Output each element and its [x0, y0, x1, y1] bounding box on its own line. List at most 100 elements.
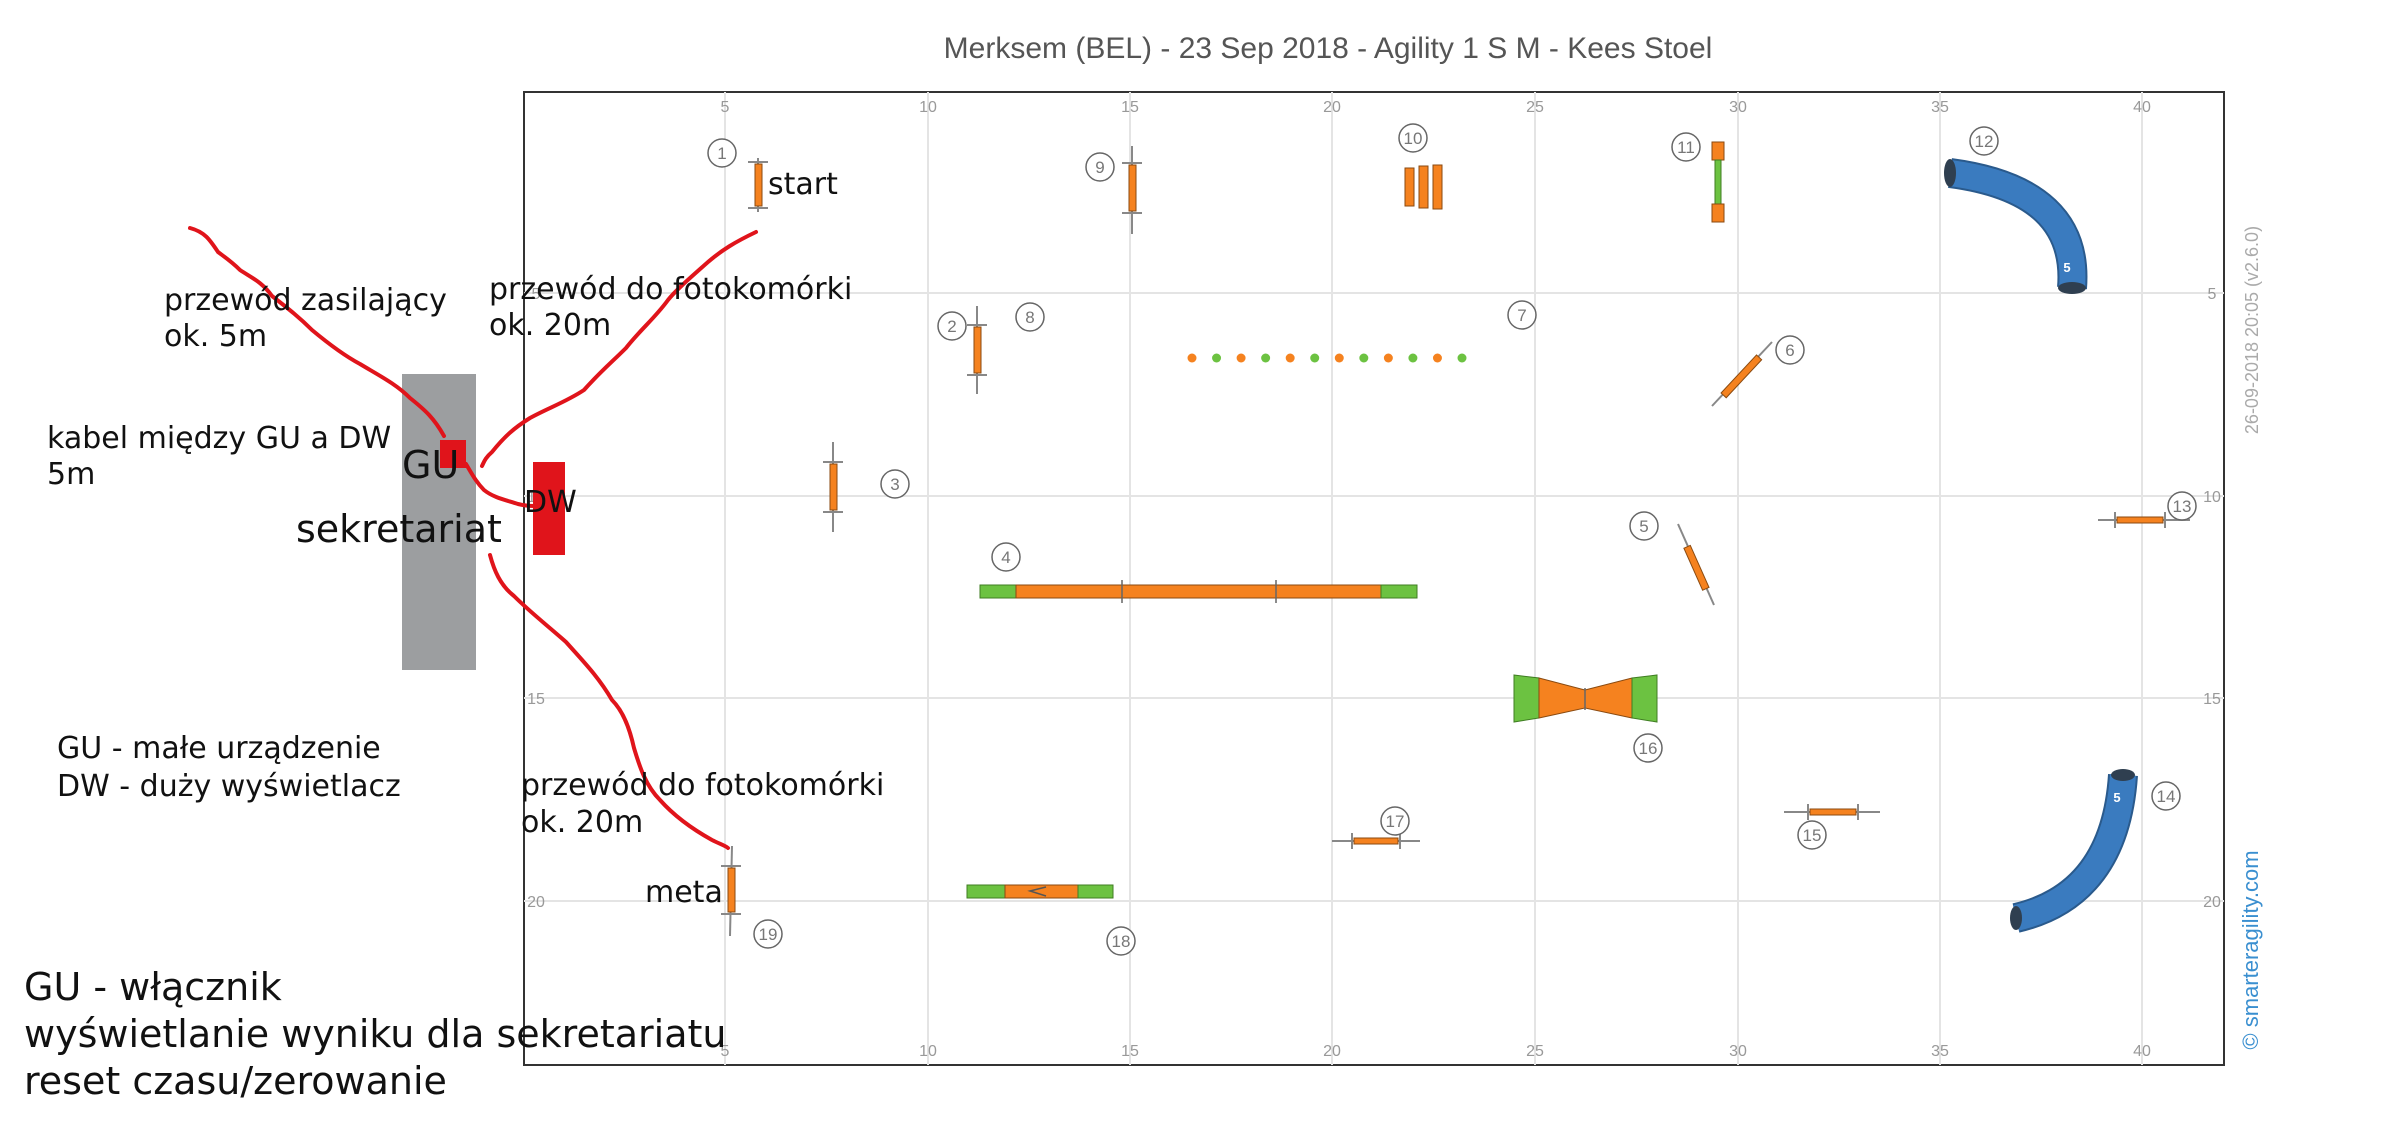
weave-pole: [1359, 353, 1369, 363]
credit-link[interactable]: © smarteragility.com: [2238, 850, 2263, 1049]
weave-pole: [1236, 353, 1246, 363]
number-marker-circle: [1797, 820, 1827, 850]
x-tick-top: 30: [1729, 99, 1747, 116]
x-tick-bottom: 15: [1121, 1043, 1139, 1060]
number-marker-circle: [1633, 733, 1663, 763]
x-tick-bottom: 35: [1931, 1043, 1949, 1060]
gu-label: GU: [402, 443, 459, 487]
obstacle-number: 9: [1095, 158, 1104, 177]
dw-display: [533, 462, 565, 555]
obstacle-number: 15: [1803, 826, 1822, 845]
obstacle-number: 6: [1785, 341, 1794, 360]
aframe-16: [1513, 674, 1658, 723]
y-tick-right: 10: [2203, 489, 2221, 506]
number-marker-circle: [1106, 926, 1136, 956]
jump-9: [1122, 146, 1142, 234]
obstacle-number: 4: [1001, 548, 1010, 567]
x-tick-top: 35: [1931, 99, 1949, 116]
x-tick-top: 25: [1526, 99, 1544, 116]
legend-gu: GU - małe urządzenie: [57, 731, 381, 766]
number-marker-circle: [1085, 152, 1115, 182]
jump-17: [1332, 833, 1420, 849]
notes-line-1: GU - włącznik: [24, 965, 282, 1009]
x-tick-bottom: 25: [1526, 1043, 1544, 1060]
notes-line-2: wyświetlanie wyniku dla sekretariatu: [24, 1012, 726, 1056]
obstacle-number: 2: [947, 317, 956, 336]
gu-dw-cable-label-2: 5m: [47, 457, 95, 492]
y-tick-right: 20: [2203, 894, 2221, 911]
weave-pole: [1285, 353, 1295, 363]
photocell-cable-bottom: [488, 553, 730, 850]
obstacle-number: 5: [1639, 517, 1648, 536]
weave-pole: [1212, 353, 1222, 363]
y-tick-right: 5: [2208, 286, 2217, 303]
obstacle-number: 11: [1677, 138, 1695, 157]
obstacle-number: 7: [1517, 306, 1526, 325]
number-marker-circle: [1507, 300, 1537, 330]
photocell-cable-1-label-2: ok. 20m: [489, 308, 611, 343]
jump-19: [721, 845, 741, 937]
number-marker-circle: [1775, 335, 1805, 365]
dogwalk-4: [979, 580, 1418, 603]
x-tick-bottom: 10: [919, 1043, 937, 1060]
legend-dw: DW - duży wyświetlacz: [57, 769, 401, 804]
number-marker-circle: [2151, 781, 2181, 811]
tunnel-14-length: 5: [2113, 790, 2120, 805]
number-marker-circle: [2167, 491, 2197, 521]
x-tick-top: 40: [2133, 99, 2151, 116]
weave-pole: [1261, 353, 1271, 363]
gu-device: [440, 440, 466, 468]
obstacle-number: 14: [2157, 787, 2176, 806]
x-tick-top: 5: [721, 99, 730, 116]
obstacle-number: 13: [2173, 497, 2192, 516]
weave-poles-7: [1187, 353, 1467, 363]
obstacle-number: 3: [890, 475, 899, 494]
version-stamp: 26-09-2018 20:05 (v2.6.0): [2242, 226, 2262, 434]
y-tick-left: 15: [527, 691, 545, 708]
jump-1: [748, 158, 768, 212]
dw-label: DW: [524, 485, 577, 520]
obstacle-number: 17: [1386, 812, 1405, 831]
number-marker-circle: [991, 542, 1021, 572]
number-marker-circle: [1629, 511, 1659, 541]
course-title: Merksem (BEL) - 23 Sep 2018 - Agility 1 …: [944, 32, 1713, 65]
weave-pole: [1408, 353, 1418, 363]
jump-6: [1711, 341, 1773, 407]
obstacle-number: 8: [1025, 308, 1034, 327]
number-marker-circle: [1398, 123, 1428, 153]
jump-2: [967, 306, 987, 394]
gu-dw-cable: [464, 462, 536, 508]
obstacle-number: 1: [717, 144, 726, 163]
number-marker-circle: [1015, 302, 1045, 332]
power-cable-label-1: przewód zasilający: [164, 283, 447, 318]
weave-pole: [1457, 353, 1467, 363]
x-tick-top: 10: [919, 99, 937, 116]
weave-pole: [1432, 353, 1442, 363]
photocell-cable-1-label-1: przewód do fotokomórki: [489, 272, 852, 307]
tunnel-14: 5: [2010, 769, 2138, 933]
y-tick-left: 5: [532, 286, 541, 303]
number-marker-circle: [753, 919, 783, 949]
power-cable-line: [188, 226, 446, 438]
x-tick-top: 15: [1121, 99, 1139, 116]
tunnel-12: 5: [1944, 158, 2088, 294]
secretariat-label: sekretariat: [296, 507, 502, 551]
start-label: start: [768, 167, 838, 202]
course-frame: [523, 91, 2225, 1066]
obstacle-number: 19: [759, 925, 778, 944]
y-tick-right: 15: [2203, 691, 2221, 708]
x-tick-bottom: 40: [2133, 1043, 2151, 1060]
number-marker-circle: [707, 138, 737, 168]
obstacle-number: 10: [1404, 129, 1423, 148]
jump-15: [1784, 804, 1880, 820]
secretariat-desk: [402, 374, 476, 670]
meta-label: meta: [645, 875, 723, 910]
y-tick-left: 20: [527, 894, 545, 911]
jump-13: [2098, 512, 2190, 528]
photocell-cable-top: [480, 230, 758, 468]
number-marker-circle: [1969, 126, 1999, 156]
photocell-cable-2-label-1: przewód do fotokomórki: [521, 768, 884, 803]
tunnel-12-length: 5: [2063, 260, 2070, 275]
gu-dw-cable-label-1: kabel między GU a DW: [47, 421, 391, 456]
